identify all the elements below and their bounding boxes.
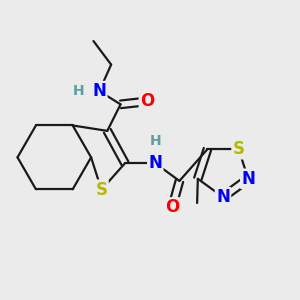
Text: O: O [165,198,179,216]
Text: N: N [216,188,230,206]
Text: N: N [92,82,106,100]
Text: S: S [232,140,244,158]
Text: N: N [148,154,162,172]
Text: S: S [95,181,107,199]
Text: H: H [73,84,85,98]
Text: H: H [149,134,161,148]
Text: N: N [241,170,255,188]
Text: O: O [140,92,154,110]
